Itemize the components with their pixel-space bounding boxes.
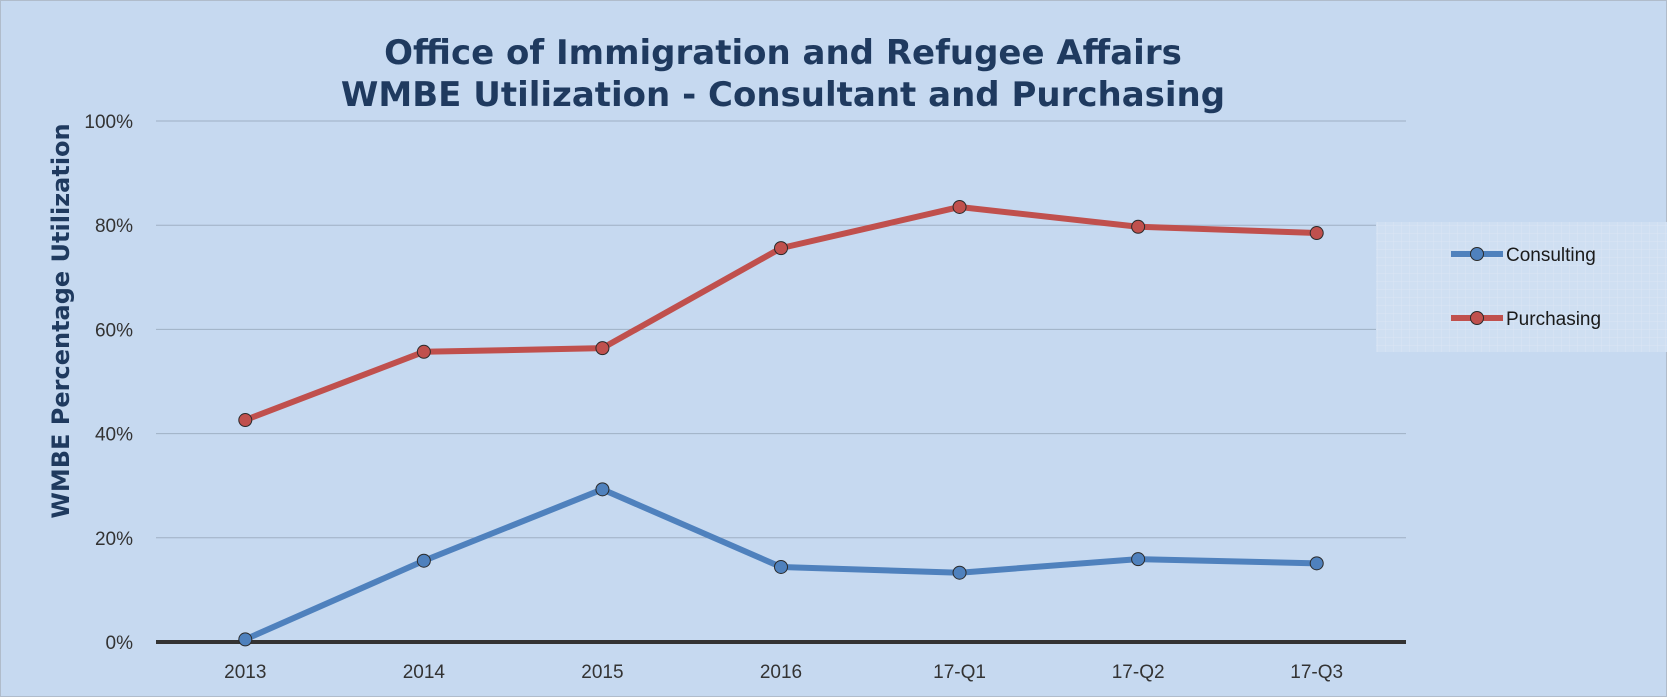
purchasing-series-line xyxy=(242,203,1320,424)
purchasing-point xyxy=(1309,226,1324,241)
consulting-point xyxy=(952,565,967,580)
x-tick-label: 2014 xyxy=(403,662,446,683)
x-tick-label: 17-Q2 xyxy=(1112,662,1165,683)
legend-marker-purchasing xyxy=(1470,311,1484,325)
x-tick-label: 2013 xyxy=(224,662,266,683)
legend: Consulting Purchasing xyxy=(1376,222,1667,352)
y-tick-label: 20% xyxy=(95,529,133,550)
consulting-point xyxy=(1131,552,1146,567)
x-tick-label: 17-Q1 xyxy=(933,662,986,683)
purchasing-point xyxy=(1131,219,1146,234)
consulting-point xyxy=(238,632,253,647)
purchasing-point xyxy=(952,199,967,214)
chart-title-line-2: WMBE Utilization - Consultant and Purcha… xyxy=(341,75,1225,115)
consulting-point xyxy=(774,559,788,574)
consulting-point xyxy=(1309,556,1324,571)
y-tick-label: 60% xyxy=(95,320,133,341)
gridlines xyxy=(156,120,1406,539)
y-axis-ticks: 0% 20% 40% 60% 80% 100% xyxy=(84,112,133,654)
y-axis-label: WMBE Percentage Utilization xyxy=(47,123,75,518)
consulting-point xyxy=(595,482,610,497)
legend-box xyxy=(1376,222,1667,352)
purchasing-point xyxy=(595,341,610,356)
legend-label-consulting: Consulting xyxy=(1506,245,1596,266)
series-lines xyxy=(238,199,1324,647)
y-tick-label: 0% xyxy=(106,633,134,654)
legend-label-purchasing: Purchasing xyxy=(1506,309,1601,330)
purchasing-point xyxy=(416,344,431,359)
legend-marker-consulting xyxy=(1470,247,1484,261)
y-tick-label: 100% xyxy=(84,112,133,133)
x-tick-label: 17-Q3 xyxy=(1290,662,1343,683)
purchasing-point xyxy=(774,241,788,256)
purchasing-point xyxy=(238,413,253,428)
y-tick-label: 80% xyxy=(95,216,133,237)
y-tick-label: 40% xyxy=(95,425,133,446)
x-tick-label: 2016 xyxy=(760,662,802,683)
x-tick-label: 2015 xyxy=(581,662,623,683)
chart-title-line-1: Office of Immigration and Refugee Affair… xyxy=(384,33,1182,73)
x-axis-ticks: 2013 2014 2015 2016 17-Q1 17-Q2 17-Q3 xyxy=(224,662,1343,683)
consulting-point xyxy=(416,553,431,568)
